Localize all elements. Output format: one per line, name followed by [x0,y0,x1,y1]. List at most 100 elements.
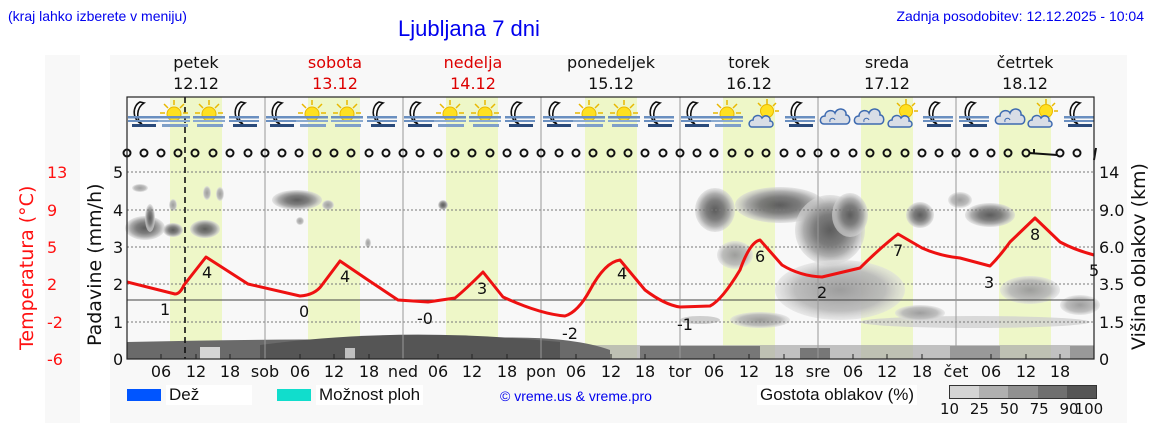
hour-ticks [160,354,1061,359]
day-name: četrtek [996,53,1054,72]
day-label-torek: torek 16.12 [689,52,809,94]
day-label-petek: petek 12.12 [136,52,256,94]
x-tick: 12 [1015,362,1037,381]
cloud-height-axis-title: Višina oblakov (km) [1128,163,1150,350]
density-tick: 50 [999,400,1019,418]
day-name: nedelja [443,53,503,72]
temp-label: 4 [202,263,213,282]
precip-tick: 0 [113,350,124,369]
shower-label: Možnost ploh [316,385,424,405]
x-tick: pon [525,362,557,381]
cloud-height-tick: 9.0 [1099,201,1125,220]
density-tick: 75 [1029,400,1049,418]
day-name: ponedeljek [567,53,655,72]
page-title: Ljubljana 7 dni [398,16,540,41]
x-tick: 18 [634,362,656,381]
temp-tick: 13 [47,163,68,182]
day-label-ponedeljek: ponedeljek 15.12 [551,52,671,94]
density-tick: 25 [969,400,989,418]
temp-label: -1 [677,315,693,334]
x-tick: 12 [461,362,483,381]
cloud-height-tick: 6.0 [1099,238,1125,257]
x-tick: 06 [150,362,172,381]
x-tick: čet [943,362,969,381]
cloud-height-tick: 14 [1099,163,1120,182]
x-tick: 18 [358,362,380,381]
x-tick: 06 [703,362,725,381]
x-tick: 06 [842,362,864,381]
cloud-height-tick: 3.5 [1099,275,1125,294]
x-tick: 06 [980,362,1002,381]
day-label-sobota: sobota 13.12 [275,52,395,94]
day-date: 18.12 [1002,74,1048,93]
temp-label: 3 [984,273,995,292]
precip-tick: 5 [113,163,124,182]
temp-label: 4 [340,267,351,286]
temp-tick: 9 [47,201,58,220]
x-tick: 18 [219,362,241,381]
temp-label: 6 [755,247,766,266]
x-tick: ned [387,362,419,381]
day-date: 14.12 [450,74,496,93]
temp-tick: 5 [47,238,58,257]
precip-tick: 3 [113,238,124,257]
x-tick: 18 [773,362,795,381]
day-name: sobota [307,53,363,72]
credit-link[interactable]: © vreme.us & vreme.pro [500,388,652,404]
temp-label: 2 [817,283,828,302]
day-date: 16.12 [726,74,772,93]
day-dividers [264,97,957,359]
x-tick: 06 [289,362,311,381]
temp-label: -2 [562,324,578,343]
x-tick: 18 [496,362,518,381]
density-tick: 100 [1074,400,1104,418]
region-hint[interactable]: (kraj lahko izberete v meniju) [8,8,187,24]
gridlines [127,171,1094,323]
day-label-nedelja: nedelja 14.12 [413,52,533,94]
temp-tick: -2 [47,313,63,332]
x-tick: 12 [600,362,622,381]
day-name: sreda [864,53,910,72]
shower-swatch [277,389,311,401]
temperature-line [126,216,1095,318]
day-date: 12.12 [173,74,219,93]
temp-label: 1 [160,300,171,319]
wind-indicators [122,147,1097,161]
temp-label: 8 [1030,225,1041,244]
x-tick: sob [250,362,280,381]
day-label-sreda: sreda 17.12 [827,52,947,94]
x-tick: 12 [876,362,898,381]
temp-label: 0 [299,302,310,321]
rain-swatch [127,389,161,401]
temp-tick: -6 [47,350,63,369]
cloud-density-scale [949,385,1097,399]
temp-tick: 2 [47,275,58,294]
day-date: 15.12 [588,74,634,93]
precip-tick: 1 [113,313,124,332]
x-tick: 06 [427,362,449,381]
last-update: Zadnja posodobitev: 12.12.2025 - 10:04 [896,8,1144,24]
day-label-cetrtek: četrtek 18.12 [965,52,1085,94]
temp-label: 5 [1089,261,1100,280]
x-tick: 18 [911,362,933,381]
precip-tick: 2 [113,275,124,294]
temp-label: 7 [893,241,904,260]
x-tick: 06 [565,362,587,381]
day-name: torek [728,53,770,72]
x-tick: 12 [185,362,207,381]
density-tick: 90 [1059,400,1079,418]
temp-label: 4 [617,264,628,283]
temperature-axis-panel [45,55,80,423]
day-date: 13.12 [312,74,358,93]
day-date: 17.12 [864,74,910,93]
x-tick: 12 [738,362,760,381]
temperature-axis-title: Temperatura (°C) [16,185,38,350]
x-tick: tor [668,362,692,381]
cloud-height-tick: 0 [1099,350,1110,369]
cloud-density-label: Gostota oblakov (%) [757,385,918,405]
precipitation-axis-title: Padavine (mm/h) [84,183,106,346]
temp-label: 3 [477,279,488,298]
x-tick: 12 [323,362,345,381]
temp-label: -0 [417,309,433,328]
